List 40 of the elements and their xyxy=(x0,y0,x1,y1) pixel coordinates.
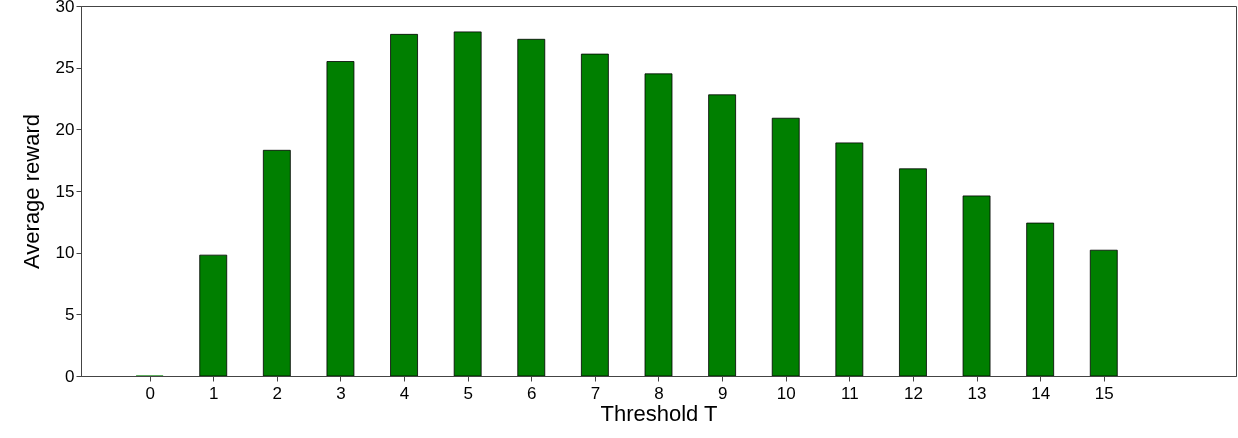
y-tick-label: 25 xyxy=(55,58,75,78)
x-tick-label: 1 xyxy=(208,383,219,403)
x-tick-label: 7 xyxy=(590,383,601,403)
x-tick-label: 15 xyxy=(1094,383,1114,403)
x-tick-label: 5 xyxy=(463,383,473,403)
y-tick-label: 5 xyxy=(65,304,75,324)
bar xyxy=(899,168,927,377)
bar xyxy=(517,38,546,377)
x-tick-label: 3 xyxy=(336,383,346,403)
x-tick-label: 2 xyxy=(272,383,283,403)
bar xyxy=(1089,249,1118,377)
x-tick-label: 9 xyxy=(717,383,728,403)
y-tick-label: 30 xyxy=(55,0,75,16)
x-tick-label: 0 xyxy=(145,383,155,403)
x-tick-label: 14 xyxy=(1031,383,1051,403)
y-tick-label: 20 xyxy=(55,119,75,139)
x-tick-label: 10 xyxy=(776,383,796,403)
bar xyxy=(771,117,800,377)
bar xyxy=(580,53,609,377)
x-axis-title: Threshold T xyxy=(600,400,718,426)
bar xyxy=(390,33,418,377)
y-tick-label: 15 xyxy=(55,181,75,201)
bar xyxy=(708,94,737,377)
bar xyxy=(1026,222,1055,377)
x-tick-label: 8 xyxy=(654,383,664,403)
bar xyxy=(262,149,291,377)
bar xyxy=(326,61,355,377)
y-tick-label: 0 xyxy=(65,366,75,386)
bar xyxy=(453,31,482,377)
y-tick-label: 10 xyxy=(55,243,75,263)
x-tick-label: 12 xyxy=(903,383,923,403)
x-tick-label: 13 xyxy=(967,383,987,403)
x-tick-label: 11 xyxy=(841,383,859,403)
bar xyxy=(835,142,864,377)
bar xyxy=(199,254,228,377)
x-tick-label: 4 xyxy=(399,383,410,403)
y-axis-title: Average reward xyxy=(18,114,44,269)
bar xyxy=(644,73,673,377)
x-tick-label: 6 xyxy=(527,383,537,403)
bar xyxy=(962,195,991,377)
